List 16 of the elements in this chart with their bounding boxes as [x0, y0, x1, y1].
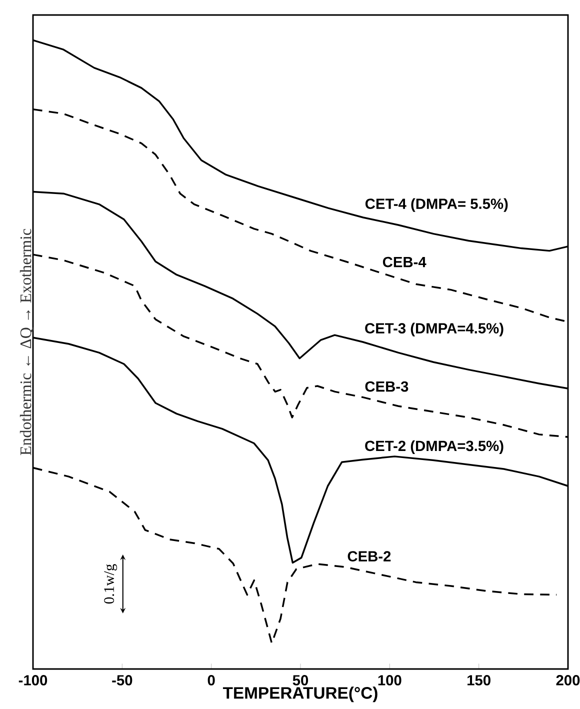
- y-axis-title: Endothermic ← ΔQ → Exothermic: [20, 228, 34, 456]
- x-tick-label: 100: [378, 675, 402, 686]
- annotation: 0.1w/g: [104, 564, 118, 604]
- x-tick-label: -50: [112, 675, 132, 686]
- series-label: CEB-4: [382, 256, 426, 268]
- series-label: CET-4 (DMPA= 5.5%): [365, 198, 508, 212]
- series-label: CEB-2: [348, 551, 391, 562]
- series-label: CEB-3: [365, 381, 408, 392]
- series-label: CET-2 (DMPA=3.5%): [365, 440, 504, 454]
- x-tick-label: 200: [556, 675, 580, 686]
- x-tick-label: -100: [18, 675, 48, 686]
- x-tick-label: 0: [208, 675, 215, 686]
- series-label: CET-3 (DMPA=4.5%): [365, 322, 504, 336]
- x-tick-label: 50: [292, 675, 308, 686]
- x-axis-title: TEMPERATURE(°C): [222, 686, 378, 702]
- x-tick-label: 150: [468, 675, 490, 686]
